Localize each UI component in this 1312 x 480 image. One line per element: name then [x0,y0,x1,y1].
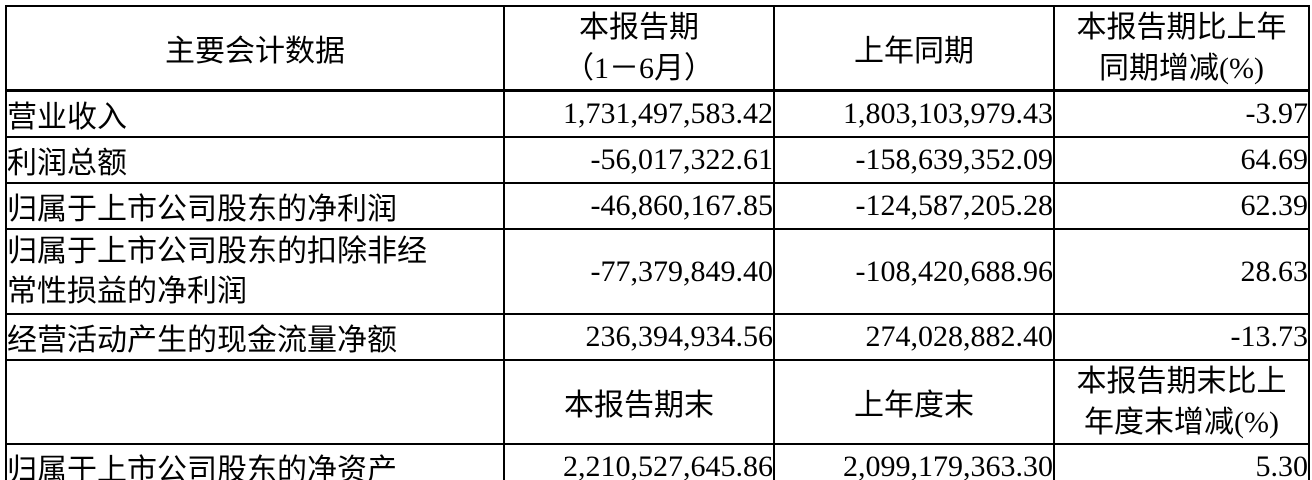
current-value-cell: 236,394,934.56 [503,313,775,361]
header-metric: 主要会计数据 [5,5,505,92]
current-value-cell: -46,860,167.85 [503,182,775,230]
prior-value-cell: 1,803,103,979.43 [773,89,1055,138]
change-value-cell: 62.39 [1053,182,1310,230]
table-header-period: 主要会计数据 本报告期 （1－6月） 上年同期 本报告期比上年 同期增减(%) [5,5,1310,92]
metric-label-cell: 归属于上市公司股东的扣除非经常性损益的净利润 [5,228,505,315]
prior-value-cell: -124,587,205.28 [773,182,1055,230]
table-row: 利润总额 -56,017,322.61 -158,639,352.09 64.6… [5,136,1310,184]
prior-value-cell: -158,639,352.09 [773,136,1055,184]
change-value-cell: 5.30 [1053,443,1310,480]
change-value-cell: 64.69 [1053,136,1310,184]
table-row: 归属于上市公司股东的净资产 2,210,527,645.86 2,099,179… [5,443,1310,480]
header-change-pct: 本报告期比上年 同期增减(%) [1053,5,1310,92]
current-value-cell: 1,731,497,583.42 [503,89,775,138]
metric-label-cell: 归属于上市公司股东的净资产 [5,443,505,480]
header-prior-year-end: 上年度末 [773,359,1055,445]
metric-label-cell: 营业收入 [5,89,505,138]
prior-value-cell: 2,099,179,363.30 [773,443,1055,480]
current-value-cell: 2,210,527,645.86 [503,443,775,480]
header-current-period-end: 本报告期末 [503,359,775,445]
metric-label-cell: 归属于上市公司股东的净利润 [5,182,505,230]
header-empty [5,359,505,445]
change-value-cell: 28.63 [1053,228,1310,315]
header-change-pct-end: 本报告期末比上 年度末增减(%) [1053,359,1310,445]
change-value-cell: -13.73 [1053,313,1310,361]
current-value-cell: -56,017,322.61 [503,136,775,184]
metric-label-text: 归属于上市公司股东的扣除非经常性损益的净利润 [7,234,427,308]
header-change-pct-end-line1: 本报告期末比上 [1076,365,1287,398]
table-row: 营业收入 1,731,497,583.42 1,803,103,979.43 -… [5,89,1310,138]
header-current-period: 本报告期 （1－6月） [503,5,775,92]
current-value-cell: -77,379,849.40 [503,228,775,315]
header-change-pct-end-line2: 年度末增减(%) [1084,406,1279,439]
table-row: 归属于上市公司股东的扣除非经常性损益的净利润 -77,379,849.40 -1… [5,228,1310,315]
change-value-cell: -3.97 [1053,89,1310,138]
header-change-pct-line2: 同期增减(%) [1099,52,1264,85]
header-prior-period: 上年同期 [773,5,1055,92]
key-accounting-data-table: 主要会计数据 本报告期 （1－6月） 上年同期 本报告期比上年 同期增减(%) … [5,5,1310,480]
header-change-pct-line1: 本报告期比上年 [1076,11,1287,44]
prior-value-cell: -108,420,688.96 [773,228,1055,315]
metric-label-cell: 利润总额 [5,136,505,184]
table-row: 归属于上市公司股东的净利润 -46,860,167.85 -124,587,20… [5,182,1310,230]
prior-value-cell: 274,028,882.40 [773,313,1055,361]
header-current-period-line1: 本报告期 [579,11,699,44]
metric-label-cell: 经营活动产生的现金流量净额 [5,313,505,361]
table-header-period-end: 本报告期末 上年度末 本报告期末比上 年度末增减(%) [5,359,1310,445]
header-current-period-line2: （1－6月） [564,52,714,85]
table-row: 经营活动产生的现金流量净额 236,394,934.56 274,028,882… [5,313,1310,361]
